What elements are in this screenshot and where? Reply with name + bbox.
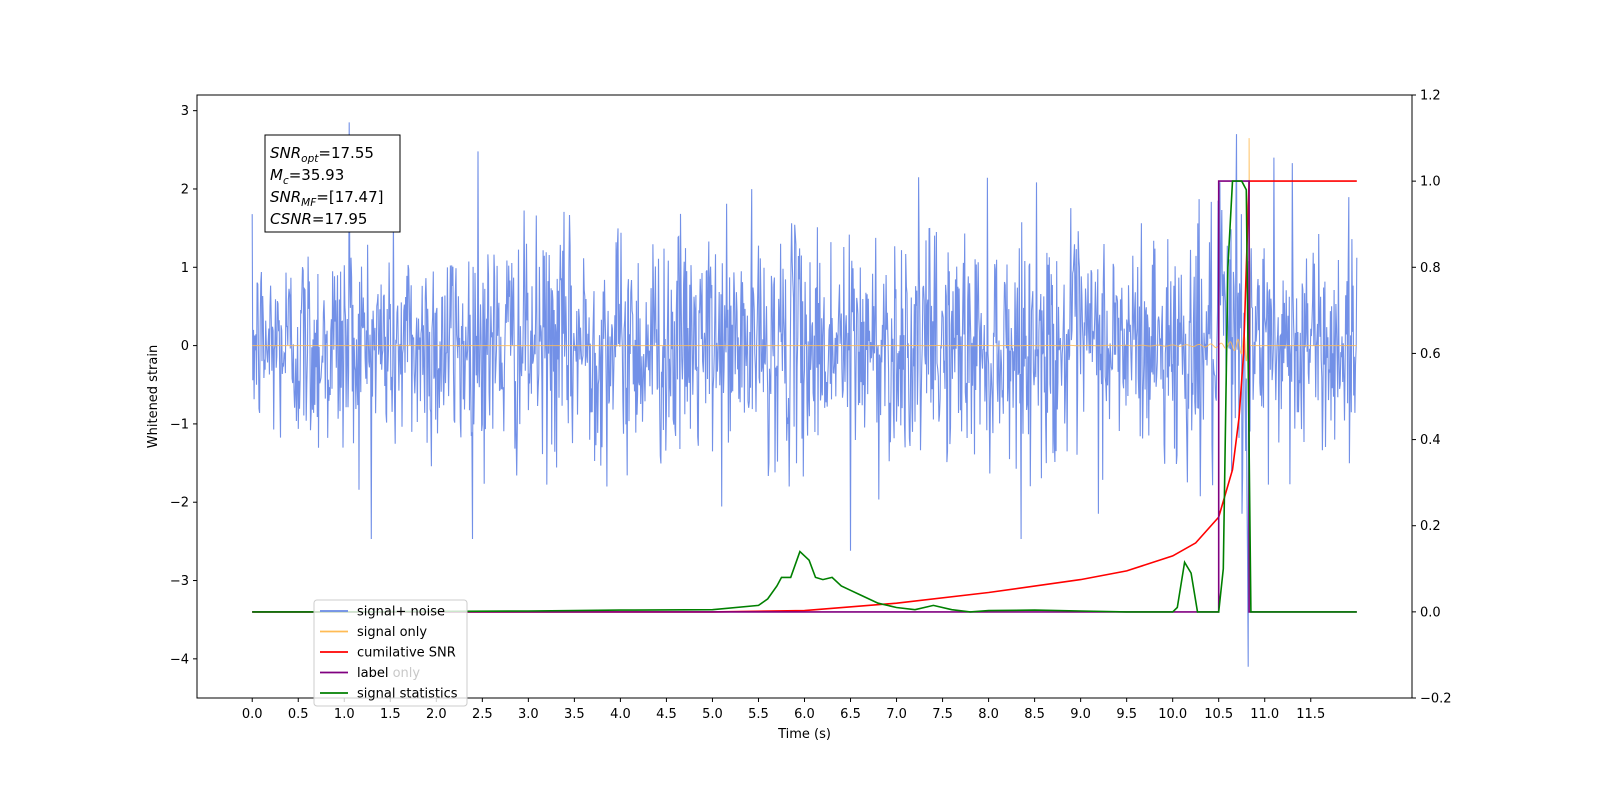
x-tick-label: 8.5 xyxy=(1024,707,1045,722)
x-tick-label: 9.5 xyxy=(1116,707,1137,722)
y-axis-label: Whitened strain xyxy=(146,345,161,448)
x-tick-label: 0.0 xyxy=(242,707,263,722)
x-tick-label: 7.5 xyxy=(932,707,953,722)
metric-line: SNRopt=17.55 xyxy=(270,144,374,165)
y-left-tick-label: −4 xyxy=(170,652,189,667)
x-tick-label: 1.5 xyxy=(380,707,401,722)
x-tick-label: 7.0 xyxy=(886,707,907,722)
legend-frame xyxy=(313,599,468,707)
x-tick-label: 6.5 xyxy=(840,707,861,722)
x-tick-label: 3.5 xyxy=(564,707,585,722)
y-right-tick-label: 1.0 xyxy=(1420,175,1441,190)
y-right-tick-label: 1.2 xyxy=(1420,89,1441,104)
x-tick-label: 0.5 xyxy=(288,707,309,722)
y-left-tick-label: 2 xyxy=(181,182,189,197)
legend-entry-label: label xyxy=(357,666,388,681)
series-signal-statistics-line xyxy=(252,180,1357,613)
x-tick-label: 2.0 xyxy=(426,707,447,722)
y-right-tick-label: 0.4 xyxy=(1420,433,1441,448)
x-tick-label: 11.0 xyxy=(1250,707,1279,722)
metrics-box-frame xyxy=(264,134,401,233)
legend-entry-label: signal statistics xyxy=(357,687,458,702)
metric-line: SNRMF=[17.47] xyxy=(270,188,384,209)
x-tick-label: 3.0 xyxy=(518,707,539,722)
y-left-tick-label: 1 xyxy=(181,261,189,276)
y-right-tick-label: 0.6 xyxy=(1420,347,1441,362)
y-left-tick-label: −2 xyxy=(170,496,189,511)
x-axis-label: Time (s) xyxy=(777,727,831,742)
metric-line: Mc=35.93 xyxy=(270,166,344,187)
legend-entry-label: signal only xyxy=(357,625,427,640)
y-right-tick-label: 0.0 xyxy=(1420,605,1441,620)
y-left-tick-label: 0 xyxy=(181,339,189,354)
y-left-tick-label: 3 xyxy=(181,104,189,119)
y-axis-right: −0.2 0.0 0.2 0.4 0.6 0.8 1.0 1.2 xyxy=(1412,89,1452,707)
legend-ghost-text: label only xyxy=(357,666,420,681)
legend-entry-label: signal+ noise xyxy=(357,605,445,620)
metric-line: CSNR=17.95 xyxy=(270,210,367,228)
legend: label only signal+ noise signal only cumila… xyxy=(313,599,468,707)
x-tick-label: 4.0 xyxy=(610,707,631,722)
y-left-tick-label: −1 xyxy=(170,417,189,432)
metrics-annotation-box: SNRopt=17.55Mc=35.93SNRMF=[17.47]CSNR=17… xyxy=(264,134,401,233)
y-left-tick-label: −3 xyxy=(170,574,189,589)
x-tick-label: 10.0 xyxy=(1158,707,1187,722)
legend-entry-label: cumilative SNR xyxy=(357,646,456,661)
x-tick-label: 1.0 xyxy=(334,707,355,722)
y-right-tick-label: −0.2 xyxy=(1420,692,1452,707)
series-signal-only-line xyxy=(252,138,1357,381)
series-layer xyxy=(251,122,1358,667)
y-axis-left: −4 −3 −2 −1 0 1 2 3 xyxy=(170,104,197,667)
y-right-tick-label: 0.8 xyxy=(1420,261,1441,276)
x-tick-label: 10.5 xyxy=(1204,707,1233,722)
series-signal-noise-line xyxy=(251,122,1358,667)
x-tick-label: 6.0 xyxy=(794,707,815,722)
x-axis: 0.0 0.5 1.0 1.5 2.0 2.5 3.0 3.5 4.0 4.5 5.0 5.5 6.0 6… xyxy=(242,698,1325,722)
x-tick-label: 5.5 xyxy=(748,707,769,722)
x-tick-label: 2.5 xyxy=(472,707,493,722)
y-right-tick-label: 0.2 xyxy=(1420,519,1441,534)
x-tick-label: 9.0 xyxy=(1070,707,1091,722)
x-tick-label: 8.0 xyxy=(978,707,999,722)
x-tick-label: 11.5 xyxy=(1296,707,1325,722)
x-tick-label: 4.5 xyxy=(656,707,677,722)
x-tick-label: 5.0 xyxy=(702,707,723,722)
